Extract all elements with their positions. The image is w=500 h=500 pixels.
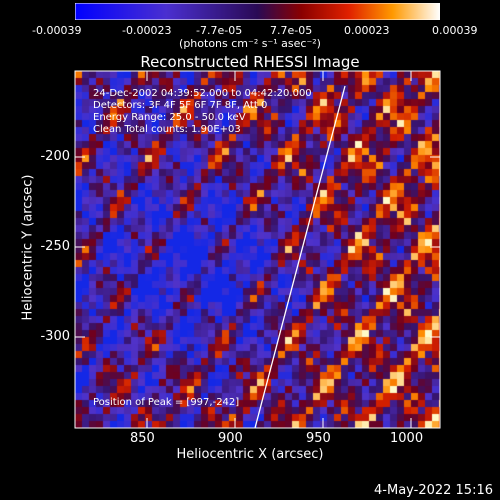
peak-position-label: Position of Peak = [997,-242]: [93, 397, 240, 408]
colorbar-tick: 7.7e-05: [270, 24, 313, 37]
solar-image: 24-Dec-2002 04:39:52.000 to 04:42:20.000…: [75, 71, 440, 428]
method-counts-label: Clean Total counts: 1.90E+03: [93, 124, 241, 135]
x-tick-label: 950: [306, 431, 331, 446]
y-tick-label: -250: [40, 239, 70, 254]
colorbar-unit: (photons cm⁻² s⁻¹ asec⁻²): [179, 37, 321, 50]
colorbar-tick: 0.00023: [344, 24, 390, 37]
time-range-label: 24-Dec-2002 04:39:52.000 to 04:42:20.000: [93, 88, 312, 99]
colorbar: [75, 3, 440, 20]
intensity-map: [75, 71, 440, 428]
x-tick-label: 1000: [390, 431, 424, 446]
colorbar-tick: 0.00039: [432, 24, 478, 37]
colorbar-tick: -0.00023: [122, 24, 172, 37]
y-tick-label: -300: [40, 329, 70, 344]
y-tick-label: -200: [40, 149, 70, 164]
solar-limb-line: [254, 85, 346, 428]
colorbar-tick: -0.00039: [32, 24, 82, 37]
colorbar-tick: -7.7e-05: [196, 24, 243, 37]
timestamp: 4-May-2022 15:16: [374, 483, 493, 498]
image-title: Reconstructed RHESSI Image: [140, 53, 360, 71]
x-tick-label: 850: [130, 431, 155, 446]
detectors-label: Detectors: 3F 4F 5F 6F 7F 8F, Att 0: [93, 100, 268, 111]
x-tick-label: 900: [218, 431, 243, 446]
x-axis-label: Heliocentric X (arcsec): [176, 447, 324, 462]
y-axis-label: Heliocentric Y (arcsec): [20, 174, 36, 321]
energy-range-label: Energy Range: 25.0 - 50.0 keV: [93, 112, 246, 123]
